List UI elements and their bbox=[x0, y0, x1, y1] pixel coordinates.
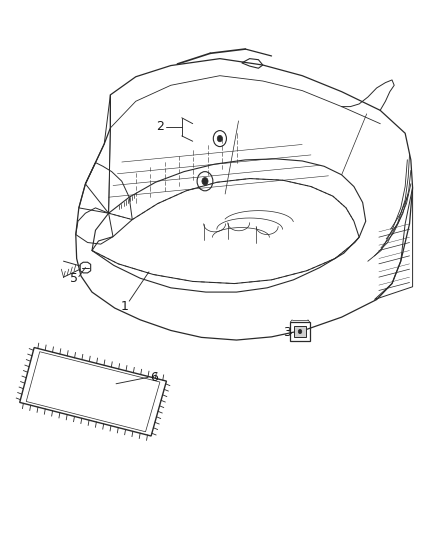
Text: 2: 2 bbox=[156, 120, 164, 133]
Circle shape bbox=[298, 329, 302, 334]
Polygon shape bbox=[294, 326, 306, 337]
Circle shape bbox=[202, 177, 208, 185]
Text: 1: 1 bbox=[121, 300, 129, 313]
Text: 5: 5 bbox=[70, 272, 78, 285]
Text: 3: 3 bbox=[283, 326, 291, 339]
Text: 6: 6 bbox=[150, 371, 158, 384]
Circle shape bbox=[217, 135, 223, 142]
